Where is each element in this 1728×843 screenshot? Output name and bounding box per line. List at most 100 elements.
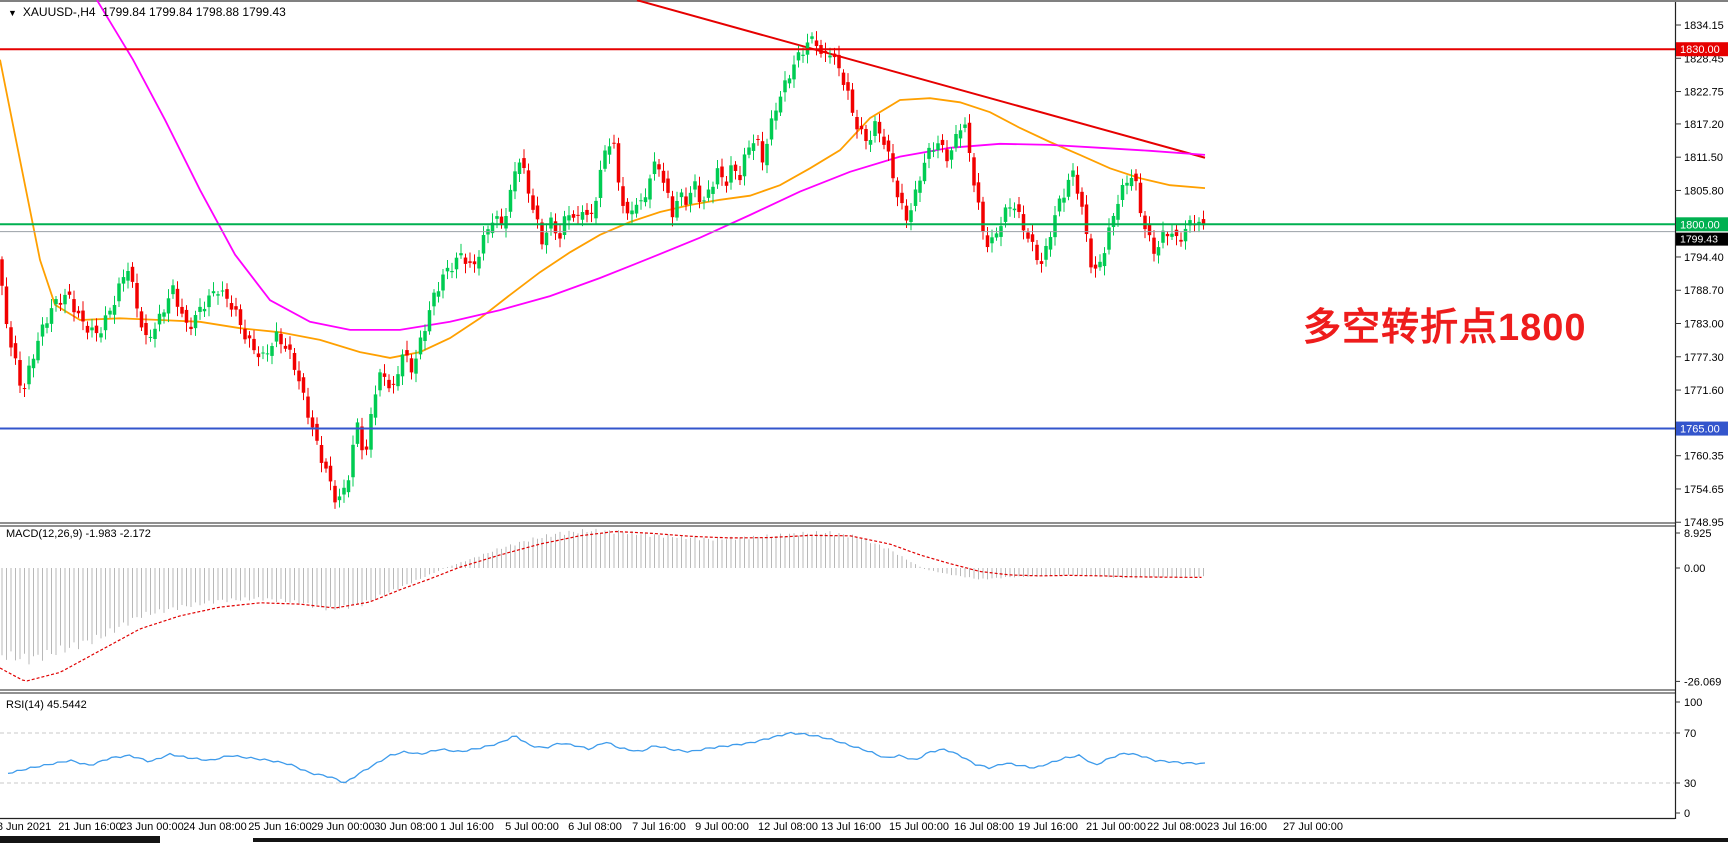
- candle-body: [256, 353, 261, 358]
- candle-body: [1039, 261, 1044, 264]
- candle-body: [76, 310, 81, 314]
- candle-body: [985, 235, 990, 248]
- price-tick-label: 1811.50: [1684, 152, 1723, 164]
- candle-body: [1080, 191, 1084, 207]
- candle-body: [225, 289, 229, 299]
- candle-body: [940, 139, 945, 146]
- time-axis-label: 30 Jun 08:00: [374, 821, 438, 833]
- candle-body: [135, 283, 139, 309]
- candle-body: [288, 344, 292, 350]
- candle-body: [526, 170, 531, 194]
- candle-body: [40, 324, 45, 337]
- candle-body: [571, 214, 576, 218]
- candle-body: [738, 174, 742, 181]
- candle-body: [832, 53, 837, 58]
- candle-body: [306, 396, 310, 418]
- candle-body: [1111, 215, 1116, 228]
- price-tick-label: 1828.45: [1684, 53, 1724, 65]
- price-tick-label: 1805.80: [1684, 185, 1724, 197]
- macd-signal-line: [0, 530, 1202, 682]
- candle-body: [58, 302, 63, 305]
- annotation-text: 多空转折点1800: [1303, 307, 1587, 349]
- time-axis-label: 6 Jul 08:00: [568, 821, 622, 833]
- candle-body: [405, 350, 409, 356]
- candle-body: [882, 136, 886, 145]
- candle-body: [1134, 173, 1138, 182]
- candle-body: [868, 140, 873, 145]
- candle-body: [1084, 204, 1089, 235]
- fast-ma-line: [0, 59, 1206, 359]
- slow-ma-line: [96, 0, 1206, 331]
- candle-body: [1143, 215, 1147, 230]
- candle-body: [859, 125, 864, 130]
- candle-body: [994, 233, 999, 238]
- candle-body: [85, 325, 90, 333]
- price-flag: [1676, 42, 1728, 57]
- price-tick-label: 1754.65: [1684, 484, 1724, 496]
- candle-body: [756, 138, 760, 140]
- candle-body: [454, 257, 459, 270]
- candle-body: [792, 64, 796, 80]
- price-flag-label: 1765.00: [1680, 424, 1720, 436]
- time-axis-label: 23 Jun 00:00: [120, 821, 184, 833]
- candle-body: [895, 180, 900, 198]
- candle-body: [702, 200, 706, 202]
- candle-body: [540, 222, 544, 245]
- candle-body: [391, 383, 396, 385]
- candle-body: [1093, 264, 1098, 269]
- candle-body: [54, 299, 58, 305]
- time-axis-label: 15 Jul 00:00: [889, 821, 949, 833]
- time-axis-label: 29 Jun 00:00: [311, 821, 375, 833]
- candle-body: [495, 216, 499, 219]
- time-axis-label: 19 Jul 16:00: [1018, 821, 1078, 833]
- candle-body: [666, 178, 670, 193]
- candle-body: [855, 117, 859, 130]
- candle-body: [1201, 219, 1206, 226]
- descending-trendline[interactable]: [636, 0, 1206, 159]
- candle-body: [364, 446, 369, 450]
- time-axis-label: 16 Jul 08:00: [954, 821, 1014, 833]
- candle-body: [1012, 208, 1017, 211]
- candle-body: [279, 334, 283, 345]
- candle-body: [513, 171, 517, 192]
- candle-body: [36, 340, 40, 361]
- candle-body: [733, 164, 738, 171]
- candle-body: [841, 72, 846, 85]
- candle-body: [936, 143, 940, 151]
- candle-body: [1120, 184, 1125, 200]
- candle-body: [1035, 244, 1039, 261]
- symbol-dropdown-icon[interactable]: ▼: [8, 8, 17, 18]
- chart-title-bar: ▼ XAUUSD-,H4 1799.84 1799.84 1798.88 1799…: [8, 5, 286, 19]
- candle-body: [1188, 220, 1192, 226]
- candle-body: [22, 388, 27, 390]
- candle-body: [612, 142, 616, 144]
- candle-body: [1003, 207, 1008, 222]
- candle-body: [1147, 224, 1152, 236]
- candle-body: [594, 200, 598, 219]
- price-tick-label: 1748.95: [1684, 517, 1724, 529]
- candle-body: [751, 143, 756, 151]
- candle-body: [216, 294, 220, 296]
- candle-body: [459, 253, 463, 256]
- candle-body: [463, 257, 468, 264]
- time-axis-label: 18 Jun 2021: [0, 821, 51, 833]
- candle-body: [1165, 233, 1170, 237]
- candle-body: [189, 326, 193, 330]
- candle-body: [252, 338, 256, 351]
- candle-body: [90, 327, 94, 331]
- candle-body: [144, 323, 148, 336]
- candle-body: [301, 377, 306, 393]
- candle-body: [958, 130, 963, 139]
- candle-body: [166, 298, 171, 314]
- candle-body: [715, 168, 720, 185]
- candle-body: [778, 96, 783, 113]
- candle-body: [504, 216, 508, 229]
- candle-body: [324, 461, 328, 469]
- candle-body: [576, 214, 580, 216]
- candle-body: [472, 261, 477, 265]
- candle-body: [558, 233, 562, 239]
- candle-body: [94, 325, 99, 334]
- candle-body: [801, 54, 805, 56]
- horizontal-scrollbar-thumb[interactable]: [0, 836, 160, 843]
